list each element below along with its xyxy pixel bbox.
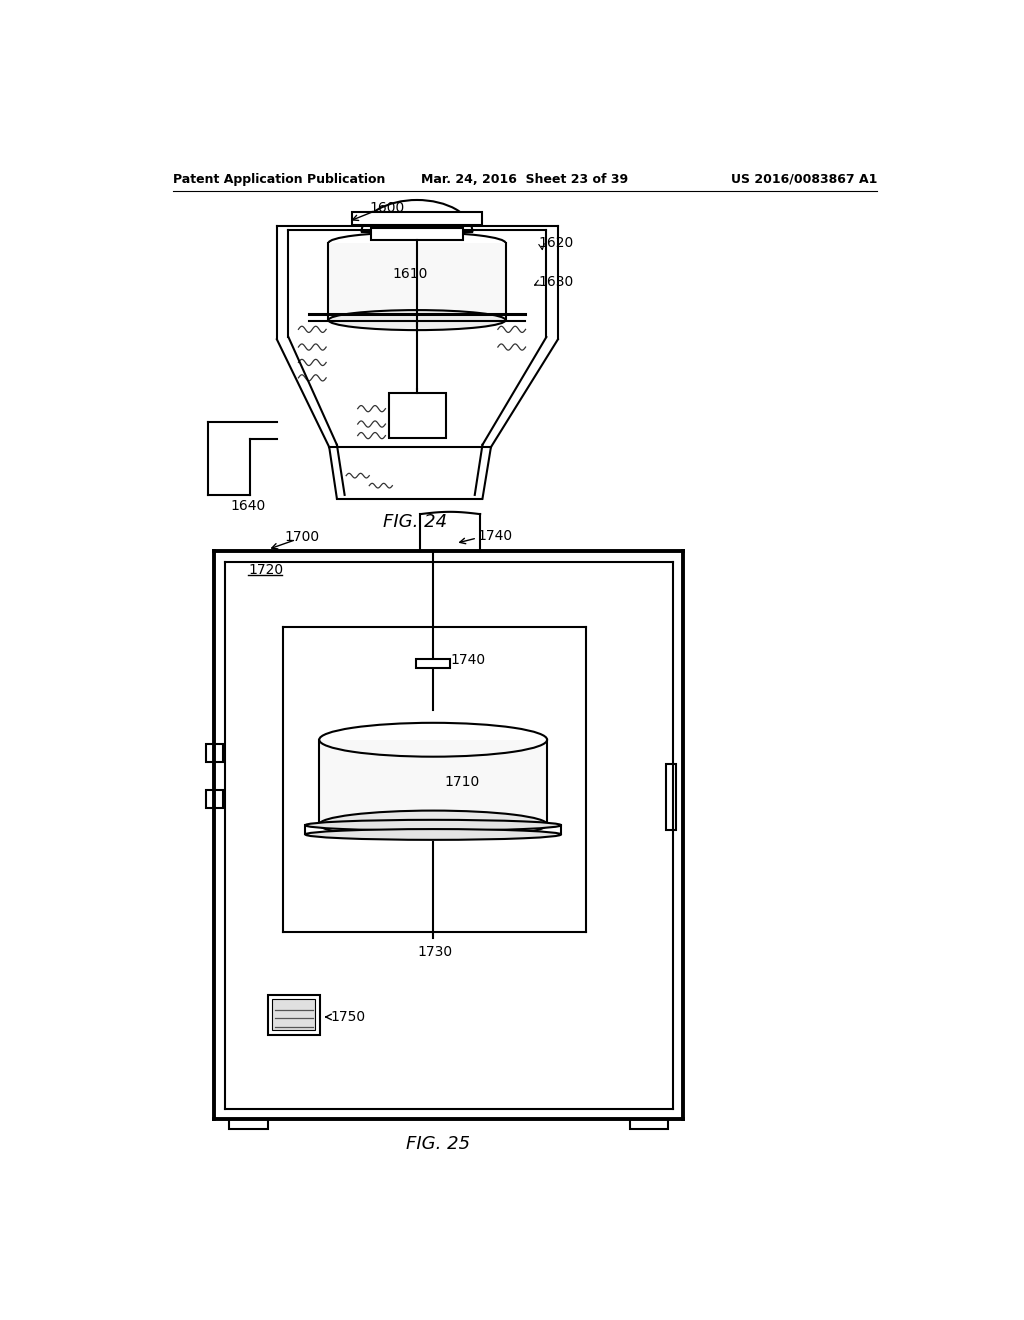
Text: 1640: 1640 — [230, 499, 266, 513]
Bar — [267, 995, 319, 1035]
Bar — [630, 1119, 668, 1129]
Bar — [351, 213, 482, 224]
Bar — [206, 743, 223, 762]
Text: 1710: 1710 — [444, 775, 480, 789]
Text: 1740: 1740 — [451, 653, 485, 668]
Bar — [667, 764, 677, 830]
Text: Patent Application Publication: Patent Application Publication — [173, 173, 385, 186]
Ellipse shape — [305, 829, 561, 840]
Ellipse shape — [305, 820, 561, 830]
Ellipse shape — [319, 810, 547, 838]
Bar — [206, 789, 223, 808]
Text: FIG. 24: FIG. 24 — [383, 513, 447, 531]
Text: 1750: 1750 — [331, 1010, 366, 1024]
Bar — [329, 243, 506, 321]
Bar — [371, 228, 463, 240]
Bar — [416, 659, 451, 668]
Text: 1600: 1600 — [370, 202, 404, 215]
Text: FIG. 25: FIG. 25 — [407, 1135, 471, 1152]
Bar — [388, 393, 446, 438]
Text: 1630: 1630 — [539, 275, 573, 289]
Ellipse shape — [329, 310, 506, 330]
Text: US 2016/0083867 A1: US 2016/0083867 A1 — [731, 173, 878, 186]
Bar — [229, 1119, 267, 1129]
Text: 1720: 1720 — [249, 564, 284, 577]
Text: 1620: 1620 — [539, 236, 573, 249]
Text: 1730: 1730 — [418, 945, 453, 958]
Bar — [319, 739, 547, 825]
Bar — [272, 999, 315, 1030]
Text: 1610: 1610 — [392, 267, 428, 281]
Text: 1700: 1700 — [285, 531, 319, 544]
Text: Mar. 24, 2016  Sheet 23 of 39: Mar. 24, 2016 Sheet 23 of 39 — [421, 173, 629, 186]
Text: 1740: 1740 — [477, 529, 512, 543]
